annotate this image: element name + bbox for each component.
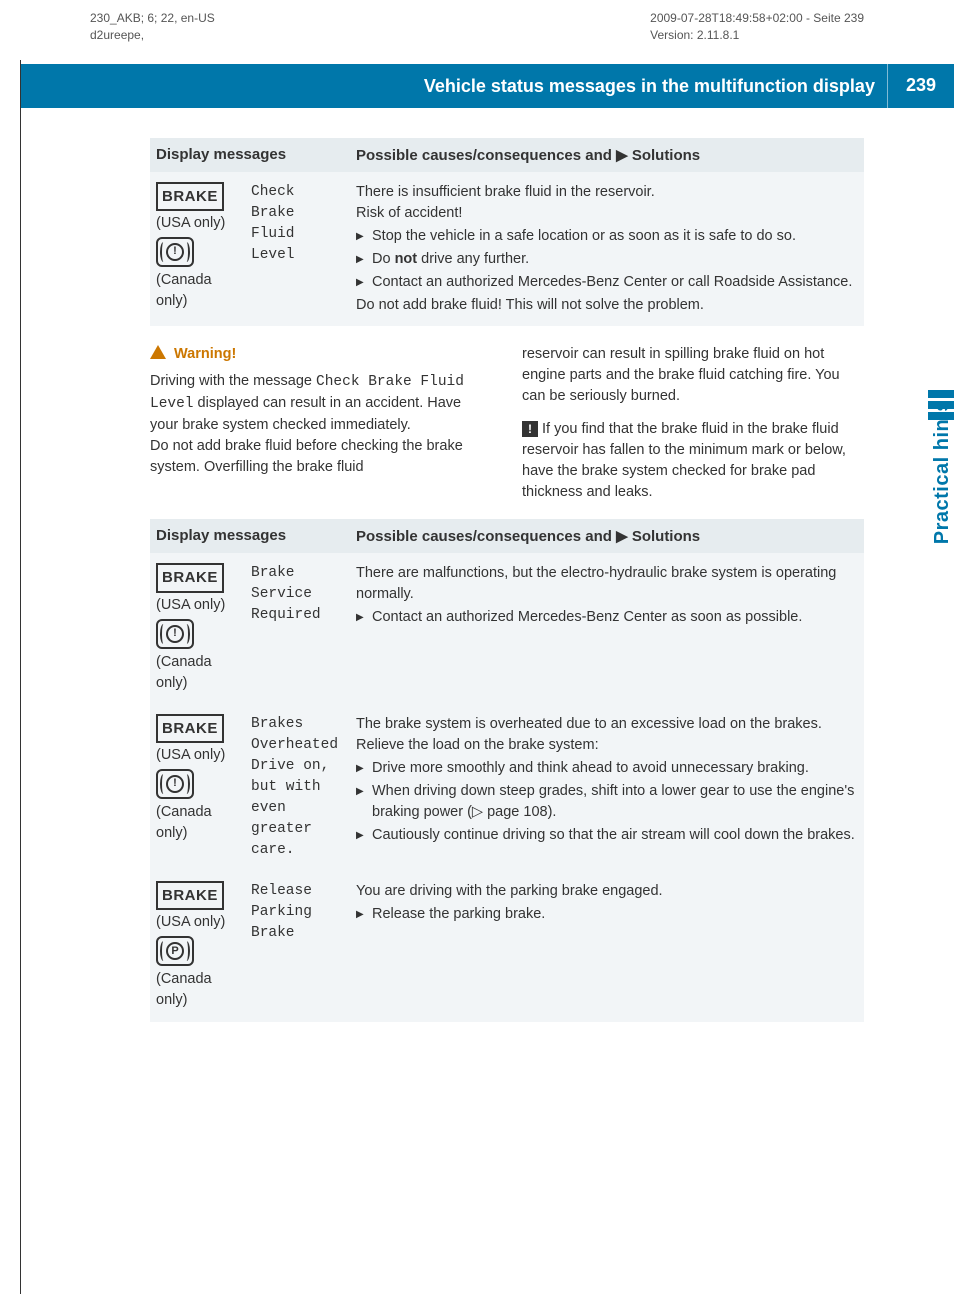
brake-indicator: BRAKE — [156, 714, 224, 744]
messages-table-1: Display messages Possible causes/consequ… — [150, 138, 864, 326]
brake-warning-icon: ! — [156, 237, 194, 267]
info-icon: ! — [522, 421, 538, 437]
solution-item: Drive more smoothly and think ahead to a… — [356, 758, 858, 779]
brake-warning-icon: ! — [156, 769, 194, 799]
meta-ref: 230_AKB; 6; 22, en-US — [90, 10, 215, 27]
display-message: Brakes Overheated Drive on, but with eve… — [245, 704, 350, 871]
usa-label: (USA only) — [156, 745, 239, 766]
meta-version: Version: 2.11.8.1 — [650, 27, 864, 44]
usa-label: (USA only) — [156, 213, 239, 234]
solution-item: Cautiously continue driving so that the … — [356, 825, 858, 846]
warning-text: reservoir can result in spilling brake f… — [522, 344, 864, 407]
solution-item: When driving down steep grades, shift in… — [356, 781, 858, 823]
solution-item: Release the parking brake. — [356, 904, 858, 925]
solution-item: Contact an authorized Mercedes-Benz Cent… — [356, 607, 858, 628]
cause-text: There are malfunctions, but the electro-… — [356, 563, 858, 605]
cause-text: The brake system is overheated due to an… — [356, 714, 858, 735]
page-title: Vehicle status messages in the multifunc… — [424, 64, 888, 108]
solution-item: Do not drive any further. — [356, 249, 858, 270]
warning-section: Warning! Driving with the message Check … — [150, 344, 864, 503]
display-message: Check Brake Fluid Level — [245, 172, 350, 326]
usa-label: (USA only) — [156, 912, 239, 933]
info-text: !If you find that the brake fluid in the… — [522, 419, 864, 503]
display-message: Brake Service Required — [245, 553, 350, 704]
table-row: BRAKE (USA only) ! (Canada only) Brakes … — [150, 704, 864, 871]
canada-label: (Canada only) — [156, 270, 239, 312]
risk-text: Risk of accident! — [356, 203, 858, 224]
display-message: Release Parking Brake — [245, 871, 350, 1022]
page-content: Display messages Possible causes/consequ… — [0, 108, 954, 1022]
brake-warning-icon: ! — [156, 619, 194, 649]
solution-item: Contact an authorized Mercedes-Benz Cent… — [356, 272, 858, 293]
page-metadata: 230_AKB; 6; 22, en-US d2ureepe, 2009-07-… — [0, 0, 954, 44]
messages-table-2: Display messages Possible causes/consequ… — [150, 519, 864, 1022]
usa-label: (USA only) — [156, 595, 239, 616]
warning-text: Do not add brake fluid before checking t… — [150, 436, 492, 478]
parking-brake-icon: P — [156, 936, 194, 966]
table-row: BRAKE (USA only) ! (Canada only) Check B… — [150, 172, 864, 326]
brake-indicator: BRAKE — [156, 881, 224, 911]
brake-indicator: BRAKE — [156, 563, 224, 593]
page-header: Vehicle status messages in the multifunc… — [20, 64, 954, 108]
canada-label: (Canada only) — [156, 652, 239, 694]
cause-text: There is insufficient brake fluid in the… — [356, 182, 858, 203]
note-text: Do not add brake fluid! This will not so… — [356, 295, 858, 316]
page-number: 239 — [888, 75, 954, 96]
th-display: Display messages — [150, 519, 350, 553]
table-row: BRAKE (USA only) ! (Canada only) Brake S… — [150, 553, 864, 704]
th-causes: Possible causes/consequences and ▶ Solut… — [350, 519, 864, 553]
warning-title: Warning! — [150, 344, 492, 365]
canada-label: (Canada only) — [156, 802, 239, 844]
cause-text: You are driving with the parking brake e… — [356, 881, 858, 902]
meta-timestamp: 2009-07-28T18:49:58+02:00 - Seite 239 — [650, 10, 864, 27]
canada-label: (Canada only) — [156, 969, 239, 1011]
table-row: BRAKE (USA only) P (Canada only) Release… — [150, 871, 864, 1022]
th-display: Display messages — [150, 138, 350, 172]
brake-indicator: BRAKE — [156, 182, 224, 212]
meta-author: d2ureepe, — [90, 27, 215, 44]
th-causes: Possible causes/consequences and ▶ Solut… — [350, 138, 864, 172]
warning-text: Driving with the message Check Brake Flu… — [150, 371, 492, 436]
instruction-text: Relieve the load on the brake system: — [356, 735, 858, 756]
solution-item: Stop the vehicle in a safe location or a… — [356, 226, 858, 247]
